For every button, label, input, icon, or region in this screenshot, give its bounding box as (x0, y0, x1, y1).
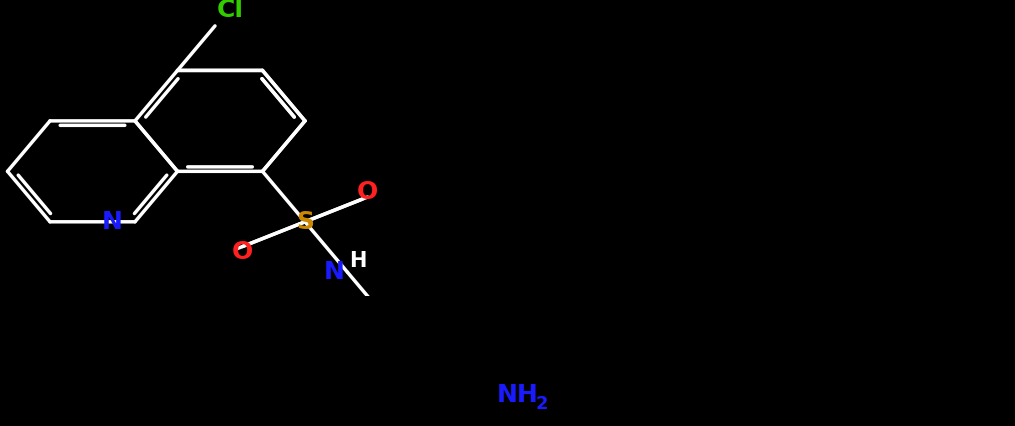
Text: O: O (357, 179, 379, 204)
Text: S: S (296, 210, 314, 234)
Text: NH: NH (497, 383, 539, 407)
Text: Cl: Cl (217, 0, 244, 22)
Text: N: N (324, 260, 344, 284)
Text: H: H (349, 251, 366, 271)
Text: O: O (231, 240, 253, 264)
Text: N: N (103, 210, 123, 234)
Text: 2: 2 (535, 395, 548, 413)
